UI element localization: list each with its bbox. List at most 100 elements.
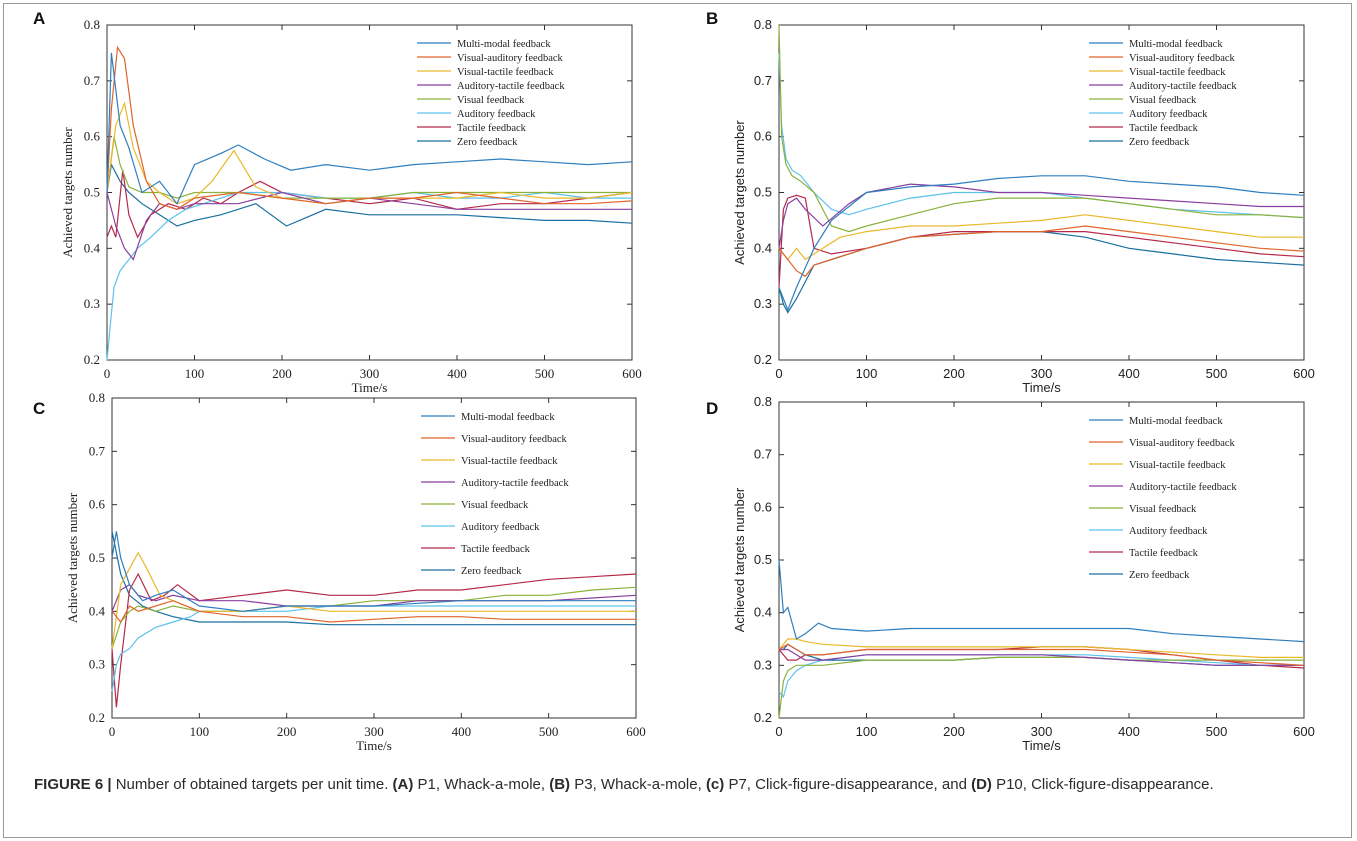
- caption-tag-b: (B): [549, 776, 571, 793]
- x-tick-label: 200: [272, 366, 292, 381]
- caption-figure-label: FIGURE 6 |: [34, 776, 112, 793]
- caption-text: Number of obtained targets per unit time…: [111, 776, 393, 793]
- series-line-auditory-tactile-feedback: [778, 183, 1304, 249]
- y-tick-label: 0.8: [754, 17, 772, 32]
- x-tick-label: 100: [856, 724, 878, 739]
- chart-panel-a: A 0 100 200 300 400 500 600 0.2 0.3 0.4 0.5 0.6 0.7 0.…: [33, 9, 642, 395]
- legend-entry: Zero feedback: [1129, 570, 1190, 581]
- legend-entry: Multi-modal feedback: [1129, 416, 1223, 427]
- legend-entry: Visual-tactile feedback: [1129, 460, 1226, 471]
- x-tick-label: 600: [1293, 724, 1315, 739]
- series-line-zero-feedback: [106, 162, 633, 227]
- series-line-visual-feedback: [111, 586, 637, 649]
- series-line-visual-feedback: [778, 656, 1304, 719]
- legend-entry: Auditory feedback: [461, 522, 540, 533]
- legend-entry: Zero feedback: [461, 566, 522, 577]
- x-tick-label: 200: [277, 724, 297, 739]
- legend-entry: Auditory feedback: [1129, 109, 1208, 120]
- y-tick-label: 0.2: [754, 352, 772, 367]
- x-axis-label: Time/s: [1022, 380, 1061, 395]
- y-axis-label: Achieved targets number: [65, 492, 80, 623]
- x-axis-label: Time/s: [1022, 738, 1061, 753]
- y-tick-label: 0.8: [89, 390, 105, 405]
- figure-caption: FIGURE 6 | Number of obtained targets pe…: [34, 774, 1334, 796]
- panel-label: B: [706, 9, 718, 28]
- caption-tag-d: (D): [971, 776, 992, 793]
- x-tick-label: 300: [1031, 366, 1053, 381]
- legend-entry: Tactile feedback: [457, 123, 527, 134]
- series-line-visual-tactile-feedback: [778, 214, 1304, 261]
- legend-entry: Multi-modal feedback: [457, 39, 551, 50]
- series-line-visual-tactile-feedback: [106, 101, 633, 205]
- x-tick-label: 400: [1118, 366, 1140, 381]
- y-tick-label: 0.5: [84, 185, 100, 200]
- series-line-visual-tactile-feedback: [778, 638, 1304, 659]
- x-tick-label: 600: [622, 366, 642, 381]
- legend-entry: Visual-tactile feedback: [457, 67, 554, 78]
- x-tick-label: 200: [943, 724, 965, 739]
- y-tick-label: 0.6: [84, 129, 101, 144]
- y-tick-label: 0.5: [754, 185, 772, 200]
- x-tick-label: 500: [539, 724, 559, 739]
- x-tick-label: 600: [626, 724, 646, 739]
- y-tick-label: 0.7: [754, 73, 772, 88]
- y-tick-label: 0.2: [754, 710, 772, 725]
- y-tick-label: 0.4: [754, 605, 772, 620]
- legend-entry: Auditory-tactile feedback: [457, 81, 565, 92]
- y-tick-label: 0.5: [89, 550, 105, 565]
- x-tick-label: 400: [447, 366, 467, 381]
- figure-frame: [3, 3, 1352, 838]
- caption-part-c: P7, Click-figure-disappearance, and: [724, 776, 972, 793]
- series-line-visual-feedback: [106, 136, 632, 199]
- y-tick-label: 0.4: [754, 240, 772, 255]
- series-line-auditory-feedback: [106, 191, 632, 361]
- panel-label: D: [706, 399, 718, 418]
- legend-entry: Tactile feedback: [461, 544, 531, 555]
- legend-entry: Auditory-tactile feedback: [1129, 81, 1237, 92]
- series-line-tactile-feedback: [778, 194, 1305, 288]
- legend-entry: Multi-modal feedback: [1129, 39, 1223, 50]
- panel-label: A: [33, 9, 45, 28]
- y-tick-label: 0.3: [754, 657, 772, 672]
- y-tick-label: 0.7: [754, 447, 772, 462]
- x-tick-label: 300: [360, 366, 380, 381]
- legend-entry: Zero feedback: [457, 137, 518, 148]
- series-line-visual-auditory-feedback: [106, 45, 633, 210]
- panel-label: C: [33, 399, 45, 418]
- x-tick-label: 0: [775, 724, 782, 739]
- y-tick-label: 0.6: [754, 129, 772, 144]
- series-line-auditory-tactile-feedback: [106, 191, 632, 261]
- x-tick-label: 400: [1118, 724, 1140, 739]
- legend-entry: Visual-auditory feedback: [1129, 438, 1236, 449]
- legend-entry: Auditory-tactile feedback: [1129, 482, 1237, 493]
- y-axis-label: Achieved targets number: [732, 120, 747, 265]
- chart-panel-d: D 0 100 200 300 400 500 600 0.2 0.3 0.4 0.5 0.6 0.7 0.…: [706, 394, 1315, 753]
- chart-panel-c: C 0 100 200 300 400 500 600 0.2 0.3 0.4 0.5 0.6 0.7 0.…: [33, 390, 646, 753]
- series-line-visual-feedback: [778, 24, 1305, 233]
- x-tick-label: 100: [190, 724, 210, 739]
- legend-entry: Tactile feedback: [1129, 123, 1199, 134]
- x-axis-label: Time/s: [352, 380, 388, 395]
- series-line-tactile-feedback: [111, 572, 637, 708]
- y-tick-label: 0.5: [754, 552, 772, 567]
- y-tick-label: 0.7: [84, 73, 101, 88]
- x-tick-label: 600: [1293, 366, 1315, 381]
- legend-entry: Zero feedback: [1129, 137, 1190, 148]
- legend-entry: Visual-tactile feedback: [1129, 67, 1226, 78]
- series-line-visual-auditory-feedback: [111, 600, 636, 624]
- y-tick-label: 0.6: [754, 499, 772, 514]
- x-tick-label: 500: [1206, 366, 1228, 381]
- series-line-zero-feedback: [111, 531, 636, 626]
- x-tick-label: 100: [185, 366, 205, 381]
- caption-tag-c: (c): [705, 776, 725, 793]
- plot-area: [778, 401, 1305, 719]
- y-tick-label: 0.4: [84, 240, 101, 255]
- series-line-multi-modal-feedback: [106, 52, 633, 205]
- series-line-auditory-tactile-feedback: [779, 648, 1304, 666]
- series-line-multi-modal-feedback: [778, 175, 1305, 312]
- figure-panels: A 0 100 200 300 400 500 600 0.2 0.3 0.4 0.5 0.6 0.7 0.…: [33, 9, 1315, 753]
- y-tick-label: 0.4: [89, 603, 106, 618]
- y-tick-label: 0.2: [89, 710, 105, 725]
- x-tick-label: 200: [943, 366, 965, 381]
- y-tick-label: 0.8: [754, 394, 772, 409]
